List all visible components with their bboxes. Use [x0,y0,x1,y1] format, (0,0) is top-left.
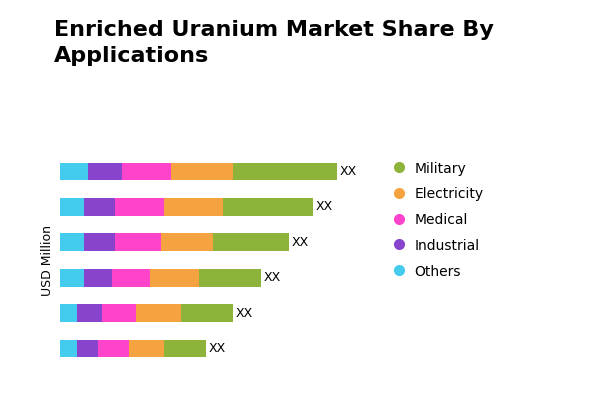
Bar [77,304,101,322]
Bar [115,198,164,216]
Bar [171,163,233,180]
Bar [60,269,84,286]
Bar [88,163,122,180]
Bar [164,340,206,357]
Bar [98,340,130,357]
Bar [115,234,161,251]
Bar [223,198,313,216]
Text: XX: XX [208,342,226,355]
Bar [84,269,112,286]
Text: XX: XX [292,236,309,249]
Bar [101,304,136,322]
Text: XX: XX [264,271,281,284]
Bar [233,163,337,180]
Bar [60,234,84,251]
Bar [112,269,150,286]
Bar [60,304,77,322]
Bar [84,198,115,216]
Bar [164,198,223,216]
Bar [212,234,289,251]
Bar [60,340,77,357]
Legend: Military, Electricity, Medical, Industrial, Others: Military, Electricity, Medical, Industri… [385,155,490,286]
Bar [60,198,84,216]
Bar [84,234,115,251]
Bar [150,269,199,286]
Bar [60,163,88,180]
Text: XX: XX [340,165,358,178]
Bar [181,304,233,322]
Text: XX: XX [316,200,333,213]
Bar [199,269,261,286]
Y-axis label: USD Million: USD Million [41,224,55,296]
Bar [77,340,98,357]
Text: Enriched Uranium Market Share By
Applications: Enriched Uranium Market Share By Applica… [54,20,494,66]
Text: XX: XX [236,307,253,320]
Bar [161,234,212,251]
Bar [122,163,171,180]
Bar [130,340,164,357]
Bar [136,304,181,322]
